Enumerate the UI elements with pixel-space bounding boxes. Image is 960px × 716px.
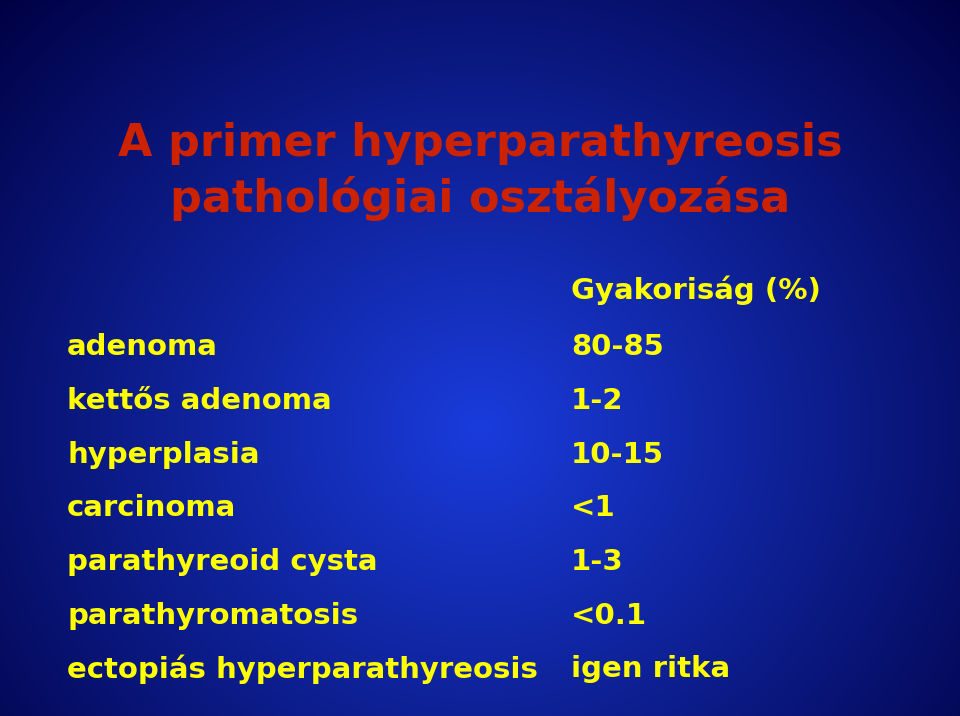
Text: adenoma: adenoma [67,333,218,362]
Text: igen ritka: igen ritka [571,655,731,684]
Text: <0.1: <0.1 [571,601,647,630]
Text: 1-3: 1-3 [571,548,624,576]
Text: Gyakoriság (%): Gyakoriság (%) [571,275,821,305]
Text: A primer hyperparathyreosis
pathológiai osztályozása: A primer hyperparathyreosis pathológiai … [118,122,842,221]
Text: ectopiás hyperparathyreosis: ectopiás hyperparathyreosis [67,654,538,684]
Text: 10-15: 10-15 [571,440,664,469]
Text: 80-85: 80-85 [571,333,664,362]
Text: carcinoma: carcinoma [67,494,236,523]
Text: parathyreoid cysta: parathyreoid cysta [67,548,377,576]
Text: parathyromatosis: parathyromatosis [67,601,358,630]
Text: 1-2: 1-2 [571,387,624,415]
Text: kettős adenoma: kettős adenoma [67,387,332,415]
Text: <1: <1 [571,494,616,523]
Text: hyperplasia: hyperplasia [67,440,260,469]
